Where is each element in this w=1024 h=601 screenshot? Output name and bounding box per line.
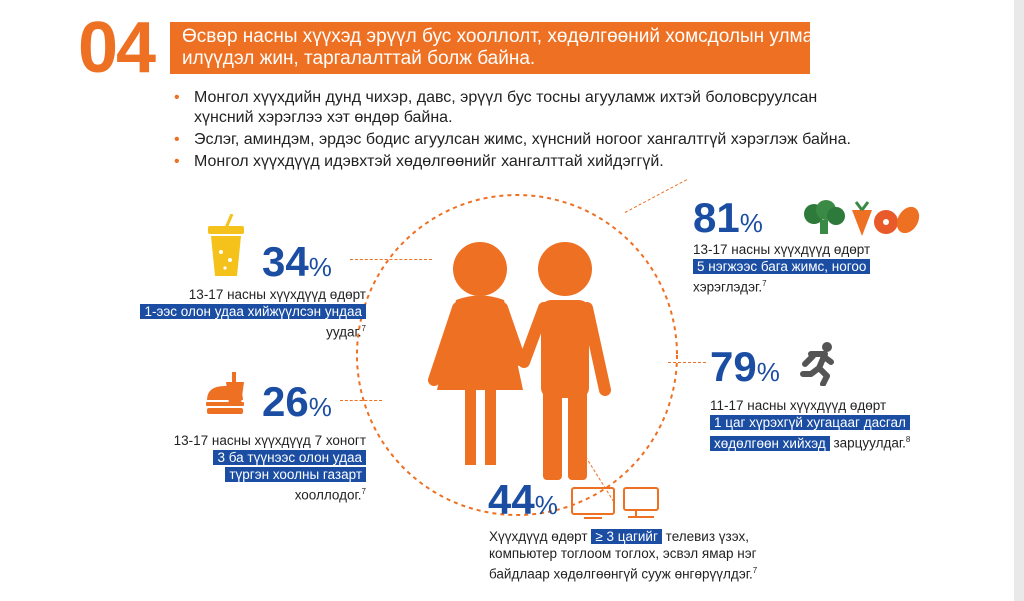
title-banner: Өсвөр насны хүүхэд эрүүл бус хооллолт, х… [170, 22, 834, 74]
drinks-caption: 13-17 насны хүүхдүүд өдөрт 1-ээс олон уд… [86, 286, 366, 341]
key-point: Эслэг, аминдэм, эрдэс бодис агуулсан жим… [170, 130, 851, 150]
fruit-caption: 13-17 насны хүүхдүүд өдөрт 5 нэгжээс баг… [693, 242, 871, 295]
key-point: Монгол хүүхдүүд идэвхтэй хөдөлгөөнийг ха… [170, 152, 851, 172]
screen-percentage: 44% [488, 476, 558, 523]
fastfood-percentage: 26% [262, 378, 332, 425]
children-figure-icon [356, 194, 678, 516]
fast-food-icon [206, 372, 244, 414]
soda-cup-icon [208, 214, 244, 276]
exercise-percentage: 79% [710, 343, 780, 390]
drinks-percentage: 34% [262, 238, 332, 285]
key-point: Монгол хүүхдийн дунд чихэр, давс, эрүүл … [170, 88, 851, 128]
title-line-1: Өсвөр насны хүүхэд эрүүл бус хооллолт, х… [182, 26, 834, 47]
page-edge [1014, 0, 1024, 601]
vegetables-icon [804, 200, 920, 236]
connector-line [350, 259, 432, 260]
exercise-caption: 11-17 насны хүүхдүүд өдөрт 1 цаг хүрэхгү… [710, 398, 911, 451]
fruit-percentage: 81% [693, 194, 763, 241]
title-line-2: илүүдэл жин, таргалалттай болж байна. [182, 48, 536, 69]
fastfood-caption: 13-17 насны хүүхдүүд 7 хоногт 3 ба түүнэ… [173, 433, 366, 503]
section-number: 04 [78, 8, 156, 88]
connector-line [668, 362, 706, 363]
running-person-icon [800, 342, 834, 386]
connector-line [340, 400, 382, 401]
tv-computer-icon [571, 487, 659, 519]
key-points-list: Монгол хүүхдийн дунд чихэр, давс, эрүүл … [170, 88, 851, 174]
screen-caption: Хүүхдүүд өдөрт ≥ 3 цагийг телевиз үзэх, … [489, 529, 758, 582]
